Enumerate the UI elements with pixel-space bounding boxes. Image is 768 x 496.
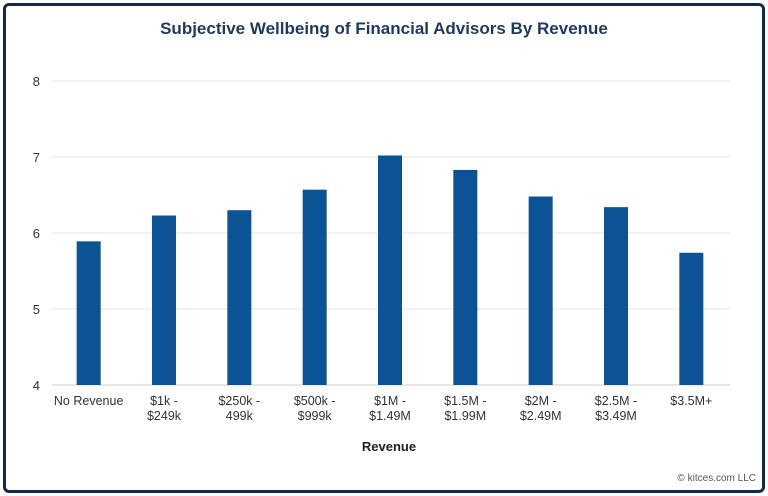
y-tick-label: 5 bbox=[33, 302, 40, 317]
x-axis-label: Revenue bbox=[362, 439, 416, 454]
x-tick-label: $2.5M - bbox=[595, 394, 637, 408]
x-tick-label: $1.5M - bbox=[444, 394, 486, 408]
x-tick-label: No Revenue bbox=[54, 394, 124, 408]
y-tick-label: 8 bbox=[33, 74, 40, 89]
y-tick-label: 7 bbox=[33, 150, 40, 165]
x-tick-label: $2.49M bbox=[520, 409, 562, 423]
x-tick-label: $250k - bbox=[218, 394, 260, 408]
x-tick-label: 499k bbox=[226, 409, 254, 423]
bar bbox=[679, 252, 704, 385]
x-tick-label: $1.49M bbox=[369, 409, 411, 423]
x-tick-label: $2M - bbox=[525, 394, 557, 408]
x-tick-label: $3.49M bbox=[595, 409, 637, 423]
x-tick-label: $3.5M+ bbox=[670, 394, 712, 408]
chart-title: Subjective Wellbeing of Financial Adviso… bbox=[160, 19, 608, 38]
x-tick-label: $500k - bbox=[294, 394, 336, 408]
x-tick-label: $999k bbox=[298, 409, 333, 423]
bar bbox=[528, 196, 553, 385]
bar bbox=[604, 207, 628, 385]
bar bbox=[302, 189, 327, 385]
credit-text: © kitces.com LLC bbox=[677, 473, 756, 484]
x-tick-label: $1M - bbox=[374, 394, 406, 408]
x-tick-label: $1.99M bbox=[444, 409, 486, 423]
x-tick-label: $249k bbox=[147, 409, 182, 423]
bar bbox=[378, 155, 402, 385]
x-tick-label: $1k - bbox=[150, 394, 178, 408]
y-tick-label: 6 bbox=[33, 226, 40, 241]
bar bbox=[453, 169, 478, 385]
bar bbox=[76, 241, 101, 385]
bar bbox=[152, 215, 176, 385]
y-tick-label: 4 bbox=[33, 378, 40, 393]
bar bbox=[227, 210, 252, 385]
